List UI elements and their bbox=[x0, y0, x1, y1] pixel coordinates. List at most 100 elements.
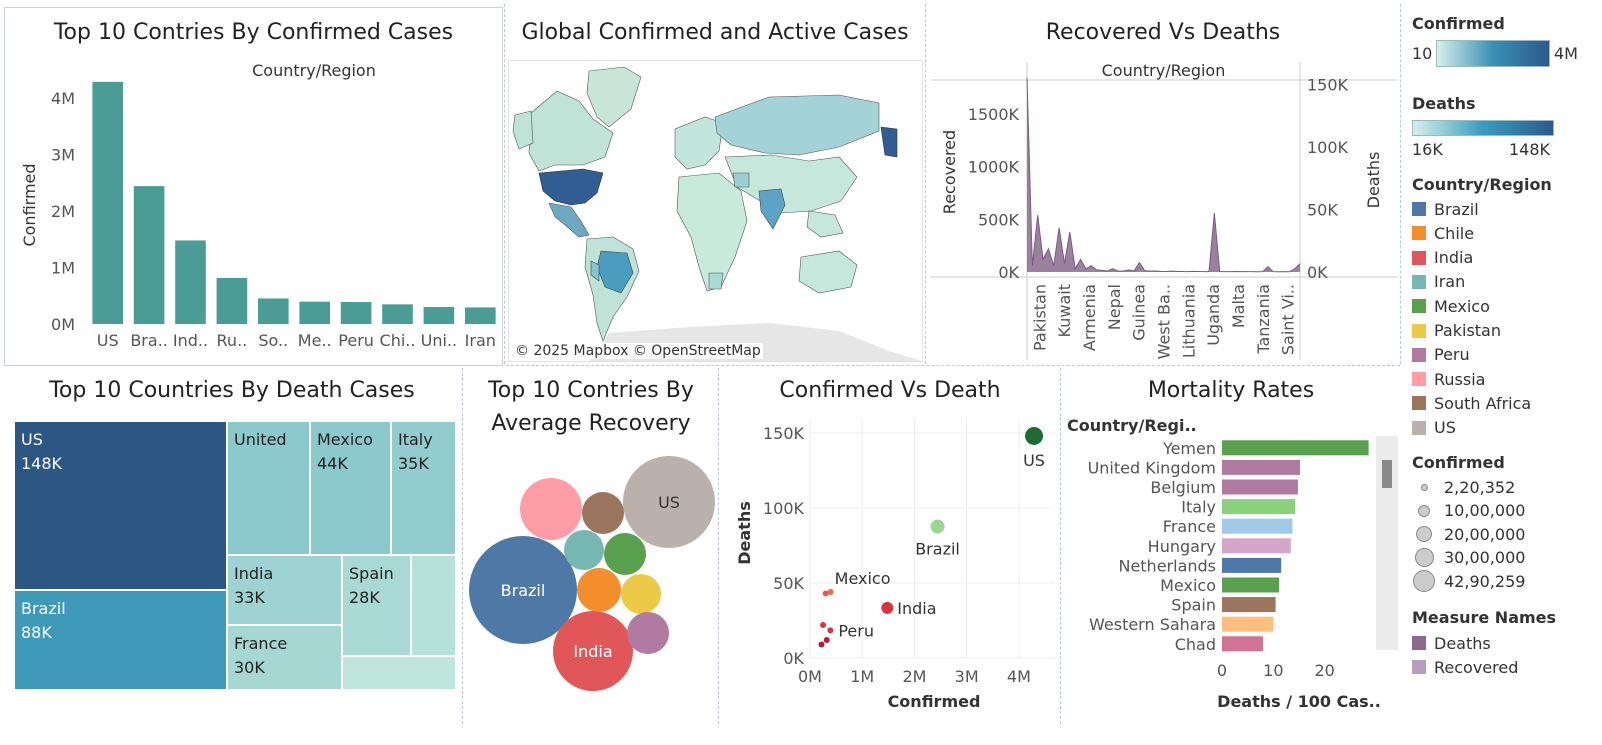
x-tick-label: Ind.. bbox=[173, 331, 208, 350]
bubble-label: India bbox=[573, 642, 612, 661]
recovered-deaths-panel[interactable]: Recovered Vs Deaths Country/Region Recove… bbox=[927, 4, 1399, 364]
bar bbox=[133, 186, 165, 324]
legend-item-country[interactable]: Iran bbox=[1412, 271, 1465, 293]
treemap-label: Italy bbox=[398, 430, 433, 449]
y-axis-label: Deaths bbox=[1364, 152, 1383, 209]
legend-item-country[interactable]: Brazil bbox=[1412, 198, 1479, 220]
legend-label: 20,00,000 bbox=[1444, 524, 1526, 544]
treemap-cell[interactable]: Italy 35K bbox=[391, 421, 456, 555]
scatter-point bbox=[827, 627, 834, 634]
x-tick-label: Tanzania bbox=[1254, 284, 1273, 355]
mortality-panel[interactable]: Mortality Rates Country/Regi.. Yemen Unite… bbox=[1062, 368, 1400, 724]
legend-item-size: 42,90,259 bbox=[1412, 570, 1525, 592]
legend-item-country[interactable]: Russia bbox=[1412, 368, 1485, 390]
treemap-cell[interactable]: Spain 28K bbox=[342, 555, 411, 656]
y-tick-label: Yemen bbox=[1162, 439, 1216, 458]
legend-label: Russia bbox=[1434, 369, 1486, 389]
x-tick-label: 0M bbox=[798, 667, 822, 686]
legend-swatch bbox=[1412, 420, 1426, 435]
map-credit: © 2025 Mapbox © OpenStreetMap bbox=[513, 343, 763, 359]
legend-label: Brazil bbox=[1434, 199, 1479, 219]
x-tick-label: Lithuania bbox=[1179, 284, 1198, 358]
world-map[interactable]: © 2025 Mapbox © OpenStreetMap bbox=[508, 60, 923, 362]
legend-item-country[interactable]: US bbox=[1412, 417, 1456, 439]
bubble bbox=[621, 574, 661, 614]
x-tick-label: Iran bbox=[465, 331, 496, 350]
legend-item-recovered[interactable]: Recovered bbox=[1412, 656, 1518, 678]
mortality-bar bbox=[1222, 557, 1282, 573]
legend-label: India bbox=[1434, 248, 1474, 268]
separator bbox=[1060, 368, 1061, 724]
legend-label: Recovered bbox=[1434, 657, 1519, 677]
treemap-cell[interactable] bbox=[342, 656, 456, 690]
treemap-label: United bbox=[234, 430, 287, 449]
treemap-value: 33K bbox=[234, 588, 265, 607]
usa-shape bbox=[538, 168, 604, 206]
legend-title: Deaths bbox=[1412, 94, 1476, 113]
legend-label: US bbox=[1434, 418, 1456, 438]
legend-swatch bbox=[1412, 636, 1426, 650]
legend-label: Peru bbox=[1434, 345, 1470, 365]
legend-item-country[interactable]: South Africa bbox=[1412, 392, 1531, 414]
legend-swatch bbox=[1412, 250, 1426, 265]
map-panel[interactable]: Global Confirmed and Active Cases bbox=[506, 4, 924, 364]
x-axis-label: Deaths / 100 Cas.. bbox=[1217, 692, 1381, 711]
mortality-bar bbox=[1222, 459, 1300, 475]
scatter-point bbox=[823, 637, 830, 643]
legend-item-country[interactable]: Mexico bbox=[1412, 295, 1490, 317]
bubble-label: Brazil bbox=[501, 581, 546, 600]
treemap-cell[interactable]: United bbox=[227, 421, 310, 555]
mortality-bar bbox=[1222, 499, 1296, 515]
y-tick-label: 2M bbox=[51, 202, 75, 221]
bubble bbox=[604, 533, 646, 575]
scatter-panel[interactable]: Confirmed Vs Death 0K 50K 100K 150K 0M 1M 2M 3M… bbox=[720, 368, 1060, 724]
x-tick-label: 4M bbox=[1007, 667, 1031, 686]
separator bbox=[925, 4, 926, 364]
y-tick-label: United Kingdom bbox=[1088, 458, 1216, 477]
y-tick-label: Mexico bbox=[1160, 576, 1216, 595]
x-tick-label: Malta bbox=[1229, 284, 1248, 328]
legend-label: Deaths bbox=[1434, 633, 1491, 653]
legend-item-country[interactable]: Pakistan bbox=[1412, 320, 1501, 342]
australia-shape bbox=[798, 250, 858, 294]
legend-min: 16K bbox=[1412, 140, 1443, 159]
x-tick-label: 2M bbox=[902, 667, 926, 686]
x-tick-label: Saint Vi.. bbox=[1279, 284, 1298, 355]
treemap-cell[interactable]: Mexico 44K bbox=[310, 421, 391, 555]
treemap-value: 88K bbox=[21, 623, 52, 642]
treemap-cell[interactable]: India 33K bbox=[227, 555, 342, 625]
legend-item-country[interactable]: India bbox=[1412, 247, 1473, 269]
panel-title: Confirmed Vs Death bbox=[779, 378, 1001, 403]
legend-item-size: 10,00,000 bbox=[1412, 500, 1525, 522]
x-tick-label: Armenia bbox=[1080, 284, 1099, 351]
canada-shape bbox=[528, 90, 614, 172]
y-tick-label: 150K bbox=[1307, 76, 1349, 95]
x-tick-label: 3M bbox=[955, 667, 979, 686]
y-tick-label: Netherlands bbox=[1118, 556, 1216, 575]
bubble-panel[interactable]: Top 10 Contries By Average Recovery Braz… bbox=[464, 368, 718, 724]
treemap-label: US bbox=[21, 430, 43, 449]
bubble bbox=[469, 536, 577, 644]
treemap-panel[interactable]: Top 10 Countries By Death Cases US 148K Br… bbox=[4, 368, 460, 724]
x-tick-label: Pakistan bbox=[1030, 284, 1049, 351]
confirmed-gradient bbox=[1436, 40, 1550, 67]
treemap-cell[interactable]: Brazil 88K bbox=[14, 590, 227, 690]
x-tick-label: Peru bbox=[338, 331, 374, 350]
legend-item-country[interactable]: Chile bbox=[1412, 222, 1474, 244]
legend-item-deaths[interactable]: Deaths bbox=[1412, 632, 1491, 654]
chart-header: Country/Regi.. bbox=[1067, 416, 1197, 435]
treemap-cell[interactable]: US 148K bbox=[14, 421, 227, 590]
scatter-point bbox=[930, 519, 945, 534]
legend-item-country[interactable]: Peru bbox=[1412, 344, 1470, 366]
treemap-value: 28K bbox=[349, 588, 380, 607]
treemap-cell[interactable] bbox=[411, 555, 456, 656]
legend-min: 10 bbox=[1412, 44, 1433, 63]
treemap-cell[interactable]: France 30K bbox=[227, 625, 342, 690]
y-axis-label: Recovered bbox=[940, 130, 959, 214]
russia-shape bbox=[714, 94, 880, 156]
map-svg bbox=[509, 61, 922, 361]
bubble-label: US bbox=[658, 493, 680, 512]
confirmed-bar-panel[interactable]: Top 10 Contries By Confirmed Cases Count… bbox=[4, 7, 503, 366]
scrollbar-track bbox=[1376, 436, 1398, 650]
mortality-bar bbox=[1222, 597, 1276, 613]
